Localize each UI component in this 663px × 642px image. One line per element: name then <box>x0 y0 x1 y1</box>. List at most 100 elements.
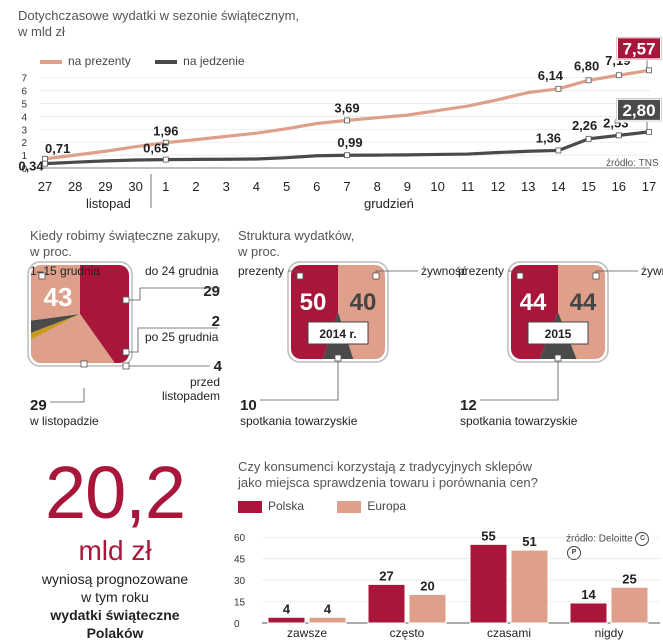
data-marker <box>162 139 169 146</box>
leader-line <box>126 327 218 353</box>
data-marker <box>555 85 562 92</box>
pie1-chart: 43 1–15 grudnia do 24 grudnia 29 2po 25 grud… <box>27 261 223 428</box>
headline-number: 20,2 <box>44 451 186 534</box>
slice-przed-listopadem <box>31 314 80 347</box>
data-marker <box>615 72 622 79</box>
headline-unit: mld zł <box>78 535 152 566</box>
x-tick-label: 10 <box>430 179 444 194</box>
bar-chart: 0 15 30 45 60 4 4 zawsze 27 20 często 55 51 czasami 14… <box>234 528 660 640</box>
x-tick-label: 29 <box>98 179 112 194</box>
bar-chart-title: Czy konsumenci korzystają z tradycyjnych… <box>238 459 538 491</box>
data-label: 1,96 <box>153 124 178 139</box>
slice-do-24-grudnia <box>31 314 129 363</box>
leader-line <box>260 358 339 401</box>
headline-line1: wyniosą prognozowane <box>41 571 189 587</box>
x-tick-label: 14 <box>551 179 565 194</box>
y-tick-label: 0 <box>21 164 27 175</box>
label-przed: przed <box>190 375 220 389</box>
boxed-value-border <box>617 37 661 60</box>
year-box <box>527 321 589 345</box>
bar-category-label: czasami <box>487 626 531 640</box>
bar-value-label: 20 <box>420 578 434 593</box>
value-prezenty: 44 <box>520 289 547 316</box>
data-label: 3,69 <box>334 100 359 115</box>
x-tick-label: 28 <box>68 179 82 194</box>
pie-group <box>31 265 129 363</box>
legend-swatch-jedzenie <box>155 59 178 64</box>
boxed-value-label: 7,57 <box>622 39 655 58</box>
label-w-listopadzie: w listopadzie <box>29 414 99 428</box>
data-label: 6,14 <box>538 68 564 83</box>
copyright-icon: C <box>635 532 650 546</box>
x-tick-label: 12 <box>491 179 505 194</box>
year-box <box>307 321 369 345</box>
slice-prezenty <box>511 265 558 359</box>
boxed-value-border <box>617 98 661 121</box>
label-prezenty: prezenty <box>458 264 504 278</box>
y-tick-label: 5 <box>21 100 27 111</box>
bar-value-label: 27 <box>379 568 393 583</box>
bar-chart-title-line1: Czy konsumenci korzystają z tradycyjnych… <box>238 459 533 474</box>
pie-marker <box>122 348 130 356</box>
bar-europa <box>308 616 347 624</box>
pie-frame <box>27 261 133 367</box>
pie1-big-value: 43 <box>44 282 73 312</box>
y-tick-label: 6 <box>21 87 27 98</box>
pie1-title: Kiedy robimy świąteczne zakupy, w proc. <box>30 228 221 260</box>
x-tick-label: 4 <box>253 179 260 194</box>
x-tick-label: 27 <box>38 179 52 194</box>
bar-polska <box>367 583 406 624</box>
x-tick-label: 1 <box>162 179 169 194</box>
slice-prezenty <box>291 265 338 359</box>
value-zywnosc: 40 <box>350 289 377 316</box>
pie-marker <box>516 272 524 280</box>
bar-legend-swatch-polska <box>238 500 262 513</box>
value-spotkania: 10 <box>240 397 257 414</box>
legend-jedzenie-label: na jedzenie <box>183 54 245 68</box>
x-tick-label: 2 <box>192 179 199 194</box>
copyright-p-icon: P <box>567 546 581 560</box>
bar-value-label: 4 <box>324 601 332 616</box>
value-do-24: 29 <box>203 283 220 300</box>
x-tick-label: 30 <box>128 179 142 194</box>
data-marker <box>615 132 622 139</box>
label-spotkania: spotkania towarzyskie <box>460 414 578 428</box>
legend-prezenty: na prezenty <box>40 54 131 68</box>
bar-y-tick: 0 <box>234 619 240 630</box>
bar-europa <box>408 593 447 624</box>
bar-category-label: zawsze <box>287 626 327 640</box>
headline-line4: Polaków <box>86 625 144 641</box>
data-marker <box>585 77 592 84</box>
bar-chart-title-line2: jako miejsca sprawdzenia towaru i porówn… <box>238 475 538 490</box>
data-label: 0,34 <box>18 159 44 174</box>
label-zywnosc: żywność <box>421 264 467 278</box>
leader-line <box>126 287 220 301</box>
boxed-value-label: 2,80 <box>622 101 655 120</box>
legend-prezenty-label: na prezenty <box>68 54 131 68</box>
slice-w-listopadzie <box>31 265 80 326</box>
year-label: 2015 <box>545 327 572 341</box>
headline-block: 20,2 mld zł wyniosą prognozowane w tym r… <box>0 452 230 642</box>
bar-legend-swatch-europa <box>337 500 362 513</box>
line-chart-title-text: Dotychczasowe wydatki w sezonie świątecz… <box>18 8 300 23</box>
bar-category-label: często <box>390 626 425 640</box>
pie1-title-line2: w proc. <box>30 244 72 259</box>
bar-chart-source: źródło: Deloitte C P <box>566 532 663 560</box>
data-marker <box>344 152 350 159</box>
bar-value-label: 25 <box>622 571 636 586</box>
pie-marker <box>38 272 46 280</box>
leader-line <box>50 388 85 403</box>
bar-category-label: nigdy <box>595 626 624 640</box>
line-chart-source: źródło: TNS <box>606 158 659 169</box>
label-spotkania: spotkania towarzyskie <box>240 414 358 428</box>
headline-line2: w tym roku <box>81 589 149 605</box>
y-tick-label: 1 <box>21 151 27 162</box>
x-tick-label: 15 <box>581 179 595 194</box>
bar-polska <box>569 602 608 624</box>
bar-polska <box>267 616 306 624</box>
y-tick-label: 7 <box>21 74 27 85</box>
value-w-listopadzie: 29 <box>30 397 47 414</box>
data-marker <box>646 67 652 74</box>
